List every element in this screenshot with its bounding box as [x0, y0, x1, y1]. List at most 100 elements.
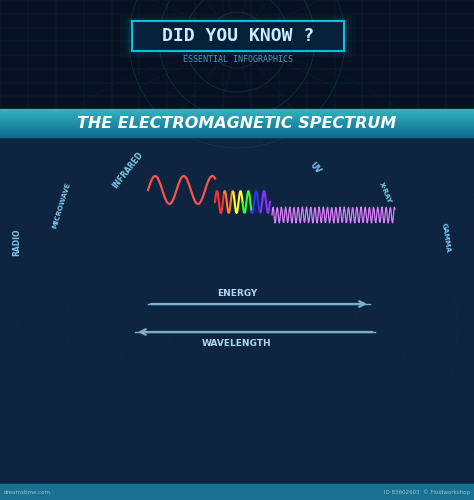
Bar — [0, 142, 474, 147]
Bar — [0, 343, 474, 348]
Text: RADIO: RADIO — [12, 228, 21, 256]
Bar — [0, 480, 474, 486]
Bar — [0, 412, 474, 416]
Bar — [0, 191, 474, 196]
Bar — [0, 392, 474, 397]
Bar — [0, 402, 474, 407]
Bar — [0, 304, 474, 309]
Text: ID 83602603  © Fluidworkshop: ID 83602603 © Fluidworkshop — [384, 489, 470, 495]
Bar — [0, 416, 474, 422]
Bar — [0, 255, 474, 260]
Bar — [0, 460, 474, 466]
Bar — [0, 206, 474, 211]
Text: X-RAY: X-RAY — [378, 182, 392, 204]
Bar — [0, 152, 474, 157]
Bar — [0, 382, 474, 388]
Bar — [0, 131, 474, 132]
Bar — [0, 176, 474, 182]
Bar — [0, 368, 474, 372]
Bar — [0, 328, 474, 334]
Bar — [0, 130, 474, 131]
Bar — [0, 157, 474, 162]
Bar — [0, 338, 474, 343]
Bar — [0, 132, 474, 138]
Text: UV: UV — [308, 160, 322, 176]
Bar — [0, 182, 474, 186]
Text: DID YOU KNOW ?: DID YOU KNOW ? — [162, 27, 314, 45]
Bar — [0, 362, 474, 368]
Bar — [0, 133, 474, 134]
Bar — [0, 436, 474, 441]
Bar — [0, 117, 474, 118]
Bar — [0, 129, 474, 130]
Bar — [0, 324, 474, 328]
Bar — [0, 137, 474, 500]
Text: ENERGY: ENERGY — [217, 290, 257, 298]
Bar — [0, 299, 474, 304]
Bar — [0, 289, 474, 294]
Bar — [0, 260, 474, 265]
Bar — [0, 226, 474, 230]
Bar — [0, 166, 474, 172]
Bar — [0, 353, 474, 358]
Bar — [0, 441, 474, 446]
Bar — [0, 274, 474, 280]
Bar — [0, 309, 474, 314]
Bar — [0, 387, 474, 392]
Bar — [0, 113, 474, 114]
Text: WAVELENGTH: WAVELENGTH — [202, 338, 272, 347]
Bar — [0, 138, 474, 142]
Bar — [0, 118, 474, 122]
Bar — [0, 284, 474, 290]
Bar — [0, 120, 474, 121]
Bar — [0, 264, 474, 270]
Bar — [0, 334, 474, 338]
Bar — [0, 230, 474, 235]
FancyBboxPatch shape — [132, 21, 344, 51]
Bar — [0, 112, 474, 113]
Bar — [0, 280, 474, 284]
Bar — [0, 432, 474, 436]
Bar — [0, 125, 474, 126]
Bar — [0, 136, 474, 137]
Bar — [0, 162, 474, 167]
Bar — [0, 220, 474, 226]
Bar — [0, 110, 474, 111]
Bar — [0, 128, 474, 129]
Text: GAMMA: GAMMA — [441, 222, 451, 254]
Bar — [0, 397, 474, 402]
Bar — [0, 111, 474, 112]
Text: INFRARED: INFRARED — [111, 150, 145, 190]
Bar — [0, 470, 474, 476]
Bar — [0, 216, 474, 220]
Bar — [0, 240, 474, 245]
Bar — [0, 121, 474, 122]
Bar — [0, 201, 474, 206]
Bar — [0, 484, 474, 500]
Bar — [0, 113, 474, 118]
Bar — [0, 314, 474, 318]
Bar — [0, 358, 474, 363]
Bar — [0, 236, 474, 240]
Bar — [0, 372, 474, 378]
Bar — [0, 116, 474, 117]
Bar — [0, 456, 474, 461]
Bar — [0, 348, 474, 353]
Bar — [0, 476, 474, 480]
Text: MICROWAVE: MICROWAVE — [52, 181, 72, 229]
Bar — [0, 128, 474, 132]
Bar — [0, 186, 474, 192]
Bar — [0, 426, 474, 432]
Bar — [0, 134, 474, 135]
Bar — [0, 407, 474, 412]
Bar — [0, 122, 474, 123]
Bar — [0, 446, 474, 451]
Bar — [0, 318, 474, 324]
Bar — [0, 270, 474, 274]
Bar — [0, 196, 474, 201]
Bar — [0, 135, 474, 136]
Bar — [0, 126, 474, 127]
Bar — [0, 490, 474, 495]
Bar — [0, 147, 474, 152]
Bar — [0, 118, 474, 119]
